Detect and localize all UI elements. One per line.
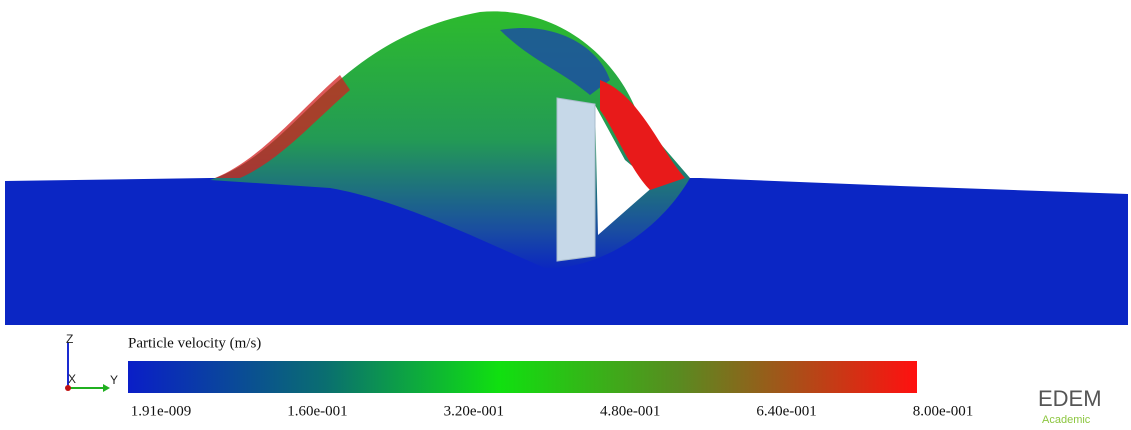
z-label: Z bbox=[66, 332, 73, 346]
colorbar-tick-label: 8.00e-001 bbox=[913, 403, 973, 419]
x-axis bbox=[65, 385, 71, 391]
fast-particles-left bbox=[215, 75, 350, 178]
colorbar-tick-label: 6.40e-001 bbox=[756, 403, 816, 419]
colorbar bbox=[128, 361, 917, 393]
logo-name: EDEM bbox=[1038, 386, 1102, 411]
colorbar-tick-label: 4.80e-001 bbox=[600, 403, 660, 419]
logo: EDEM Academic bbox=[1038, 386, 1102, 426]
colorbar-tick-label: 1.60e-001 bbox=[287, 403, 347, 419]
axis-triad: Z X Y bbox=[65, 332, 118, 392]
colorbar-ticks: 1.91e-009 1.60e-001 3.20e-001 4.80e-001 6.40… bbox=[131, 403, 973, 419]
y-label: Y bbox=[110, 373, 118, 387]
particle-scene bbox=[5, 11, 1128, 325]
x-label: X bbox=[68, 372, 76, 386]
colorbar-tick-label: 3.20e-001 bbox=[444, 403, 504, 419]
fast-particles-right bbox=[600, 80, 685, 190]
colorbar-title: Particle velocity (m/s) bbox=[128, 335, 261, 351]
colorbar-tick-label: 1.91e-009 bbox=[131, 403, 191, 419]
gap bbox=[595, 105, 655, 235]
slow-top bbox=[500, 28, 610, 95]
y-arrow bbox=[103, 384, 110, 392]
plate bbox=[556, 97, 596, 262]
logo-edition: Academic bbox=[1042, 414, 1091, 426]
